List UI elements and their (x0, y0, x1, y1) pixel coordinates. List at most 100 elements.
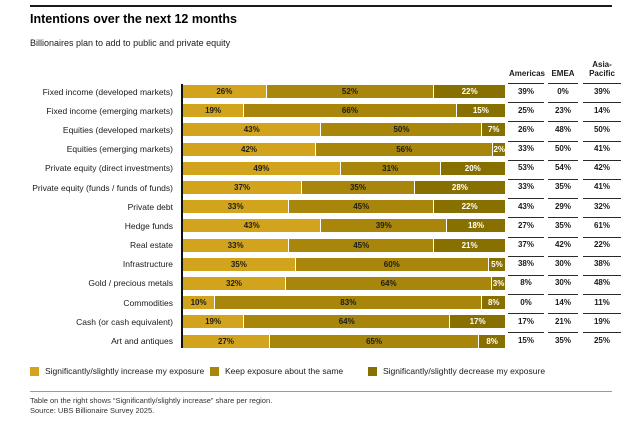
row-label: Art and antiques (111, 336, 173, 347)
region-cell-value: 25% (583, 332, 621, 345)
region-cell-value: 33% (508, 178, 544, 191)
bar-segment-decrease: 5% (488, 257, 505, 271)
bar-value-label: 27% (217, 336, 234, 346)
bar-segment-increase: 19% (183, 315, 245, 329)
row-label: Fixed income (emerging markets) (46, 105, 173, 116)
chart-row: Real estate 33% 45% 21% 37% 42% 22% (0, 236, 640, 255)
bar-value-label: 65% (366, 336, 383, 346)
region-cell: 53% (505, 159, 547, 178)
bar-value-label: 35% (349, 183, 366, 193)
region-cell: 38% (505, 255, 547, 274)
bar-segment-same: 64% (286, 276, 493, 290)
legend-item-decrease: Significantly/slightly decrease my expos… (368, 366, 545, 376)
bar-segment-decrease: 22% (434, 200, 505, 214)
region-cell-value: 27% (508, 217, 544, 230)
region-cell: 25% (579, 331, 625, 350)
region-cell-value: 35% (548, 217, 578, 230)
bar-segment-same: 45% (289, 200, 435, 214)
legend-item-same: Keep exposure about the same (210, 366, 343, 376)
region-cell-value: 0% (508, 294, 544, 307)
region-cell-value: 42% (548, 236, 578, 249)
bar-value-label: 43% (243, 221, 260, 231)
bar-value-label: 22% (461, 87, 478, 97)
region-cell: 21% (547, 312, 579, 331)
region-cell-value: 53% (508, 159, 544, 172)
bar-segment-decrease: 22% (434, 85, 505, 99)
bar-value-label: 43% (243, 125, 260, 135)
region-cell: 32% (579, 197, 625, 216)
region-cell-value: 38% (583, 255, 621, 268)
region-cell-value: 14% (548, 294, 578, 307)
bar-value-label: 7% (487, 125, 500, 135)
bar-segment-decrease: 21% (434, 238, 505, 252)
bar-segment-same: 64% (244, 315, 451, 329)
region-cell: 8% (505, 274, 547, 293)
region-cell: 11% (579, 293, 625, 312)
bar-segment-increase: 35% (183, 257, 296, 271)
chart-rows: Fixed income (developed markets) 26% 52% 22… (0, 82, 640, 351)
bar-track: 43% 39% 18% (181, 219, 505, 233)
bar-segment-increase: 37% (183, 181, 303, 195)
bar-value-label: 52% (341, 87, 358, 97)
bar-value-label: 45% (353, 202, 370, 212)
region-cell-value: 11% (583, 294, 621, 307)
bar-value-label: 56% (396, 144, 413, 154)
region-cell-value: 50% (583, 121, 621, 134)
legend-label-same: Keep exposure about the same (225, 366, 344, 376)
region-cell-value: 22% (583, 236, 621, 249)
region-cell-value: 50% (548, 140, 578, 153)
bar-segment-decrease: 20% (440, 161, 505, 175)
row-label: Infrastructure (122, 259, 173, 270)
bar-value-label: 2% (493, 144, 505, 154)
row-label: Real estate (130, 240, 173, 251)
page-subtitle: Billionaires plan to add to public and p… (30, 38, 231, 48)
row-label: Private debt (127, 201, 173, 212)
region-cell-value: 32% (583, 198, 621, 211)
legend-item-increase: Significantly/slightly increase my expos… (30, 366, 204, 376)
region-cell-value: 61% (583, 217, 621, 230)
row-label: Gold / precious metals (88, 278, 173, 289)
bar-segment-decrease: 15% (456, 104, 505, 118)
row-label: Hedge funds (124, 220, 173, 231)
chart-row: Art and antiques 27% 65% 8% 15% 35% 25% (0, 331, 640, 350)
region-cell-value: 8% (508, 274, 544, 287)
region-cell-value: 30% (548, 255, 578, 268)
bar-segment-same: 35% (302, 181, 415, 195)
bar-value-label: 20% (464, 163, 481, 173)
region-cell: 14% (547, 293, 579, 312)
bar-value-label: 49% (253, 163, 270, 173)
bar-value-label: 35% (230, 259, 247, 269)
region-cell-value: 14% (583, 102, 621, 115)
bar-value-label: 32% (226, 278, 243, 288)
legend-swatch-increase (30, 366, 39, 376)
chart-row: Private debt 33% 45% 22% 43% 29% 32% (0, 197, 640, 216)
bar-value-label: 64% (338, 317, 355, 327)
bar-segment-increase: 49% (183, 161, 341, 175)
region-cell: 50% (547, 140, 579, 159)
bar-segment-increase: 27% (183, 334, 270, 348)
chart-row: Infrastructure 35% 60% 5% 38% 30% 38% (0, 255, 640, 274)
bar-value-label: 17% (469, 317, 486, 327)
row-label: Cash (or cash equivalent) (76, 316, 173, 327)
bar-value-label: 8% (487, 298, 500, 308)
region-cell: 0% (505, 293, 547, 312)
region-cell-value: 35% (548, 332, 578, 345)
row-label: Equities (developed markets) (62, 124, 173, 135)
region-cell: 30% (547, 274, 579, 293)
bar-segment-decrease: 17% (450, 315, 505, 329)
bar-segment-same: 60% (295, 257, 489, 271)
region-cell: 41% (579, 178, 625, 197)
region-cell: 37% (505, 236, 547, 255)
bar-value-label: 66% (341, 106, 358, 116)
bar-segment-decrease: 2% (493, 142, 505, 156)
region-cell-value: 0% (548, 83, 578, 96)
row-label: Private equity (direct investments) (44, 163, 173, 174)
region-cell-value: 30% (548, 274, 578, 287)
bar-segment-increase: 10% (183, 296, 216, 310)
bar-segment-increase: 42% (183, 142, 317, 156)
chart-row: Fixed income (developed markets) 26% 52% 22… (0, 82, 640, 101)
bar-segment-same: 45% (289, 238, 435, 252)
bar-segment-increase: 32% (183, 276, 287, 290)
region-cell: 41% (579, 140, 625, 159)
chart-row: Fixed income (emerging markets) 19% 66% 15%… (0, 101, 640, 120)
